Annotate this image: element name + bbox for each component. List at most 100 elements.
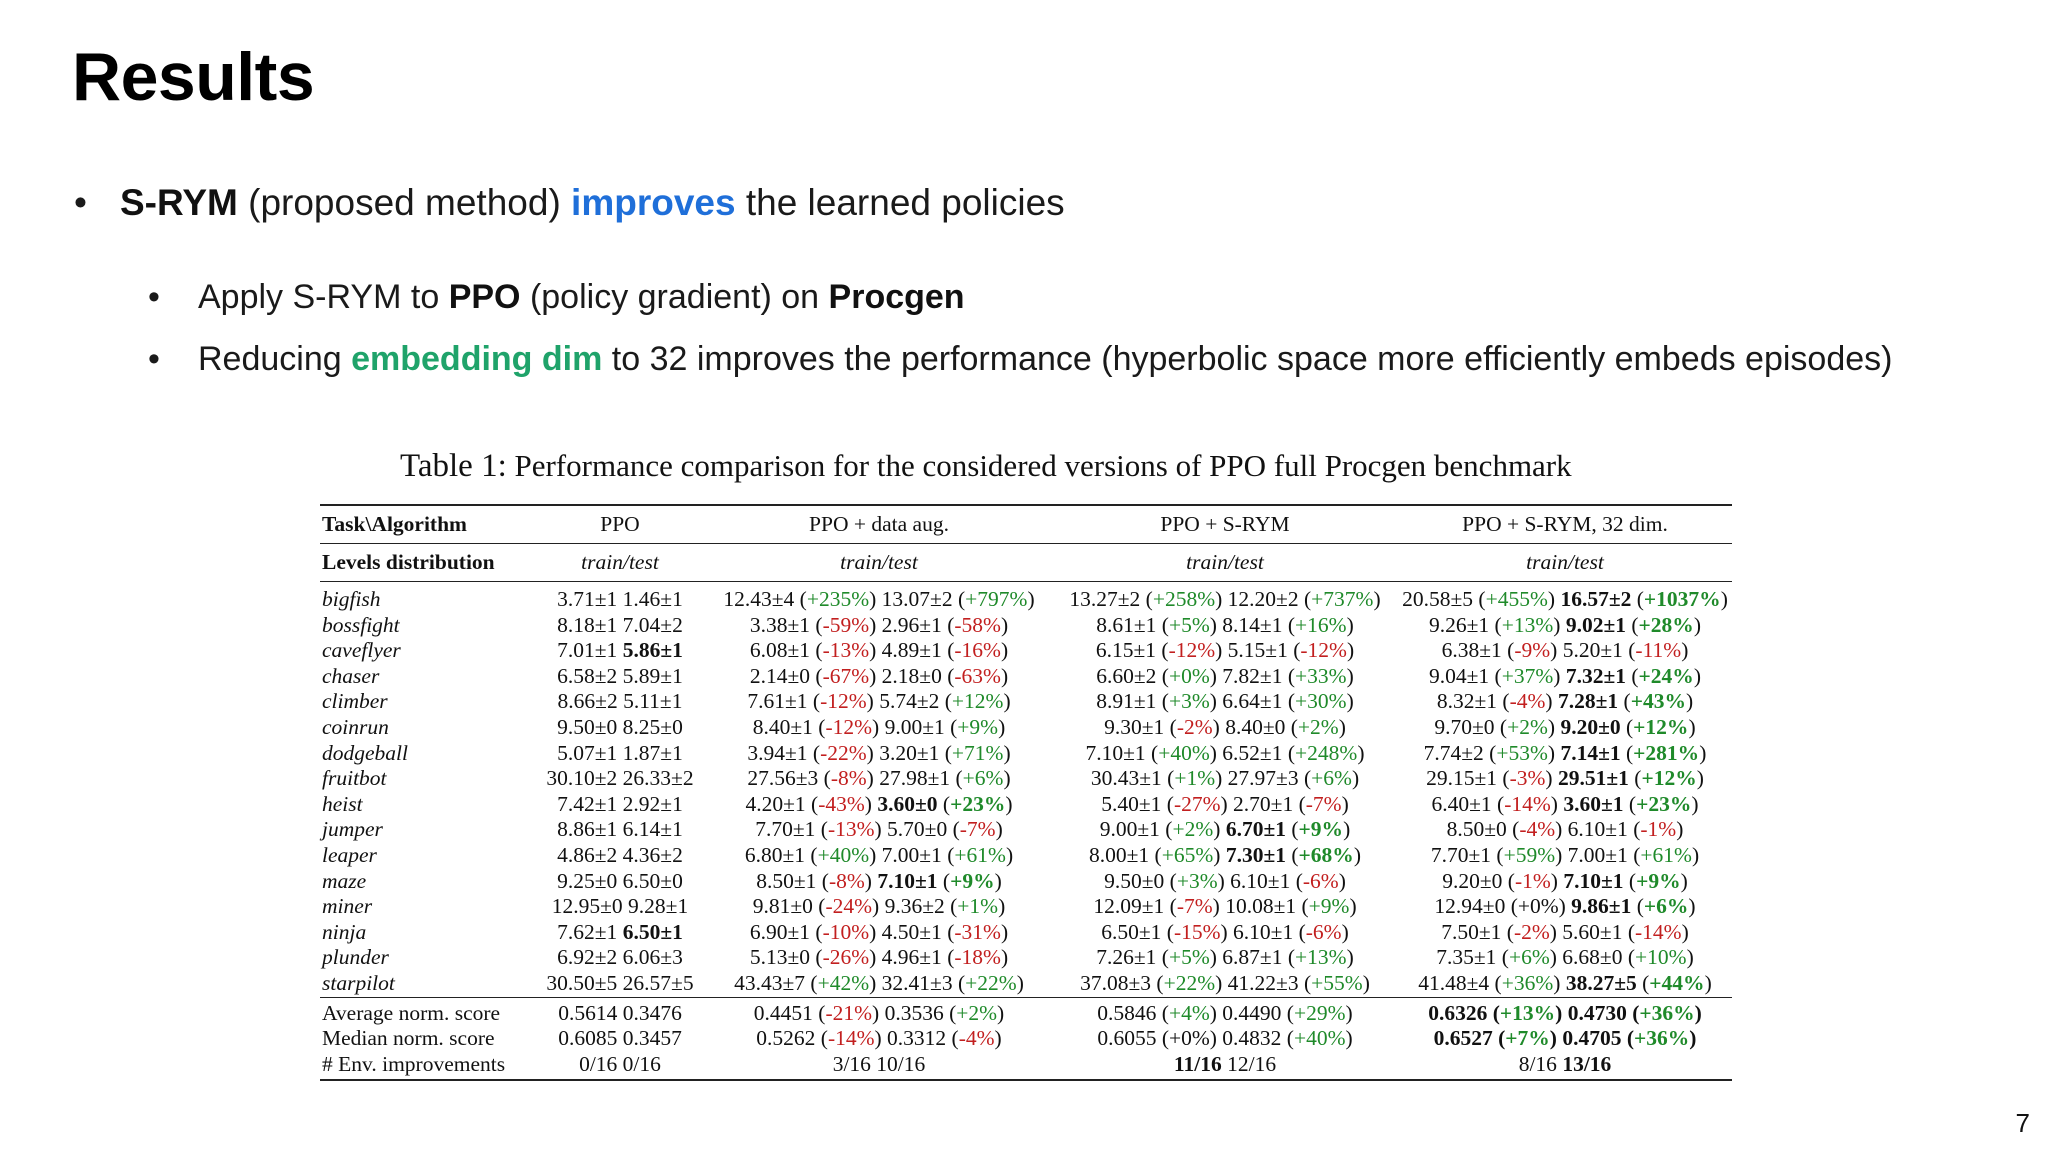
change-negative: -1% (1640, 817, 1677, 842)
table-row: coinrun 9.50±0 8.25±0 8.40±1 (-12%) 9.00±1… (320, 715, 1732, 741)
table-caption-text: Performance comparison for the considere… (514, 448, 1572, 483)
cell-ppo-srym: 8.00±1 (+65%) 7.30±1 (+68%) (1052, 843, 1398, 869)
bullet-main-text-2: the learned policies (735, 182, 1065, 223)
cell-text: ( (1286, 842, 1299, 867)
cell-text: ) 7.00±1 ( (869, 842, 955, 867)
cell-text: 7.10±1 (1563, 868, 1624, 893)
change-negative: -7% (1305, 791, 1342, 816)
cell-text: ) (1341, 919, 1349, 944)
cell-text: ) (1362, 970, 1370, 995)
table-caption-label: Table 1: (400, 448, 507, 484)
cell-text: 13.27±2 ( (1069, 587, 1153, 611)
cell-text: 0.6055 (+0%) 0.4832 ( (1097, 1026, 1294, 1051)
change-negative: -13% (822, 638, 870, 663)
cell-ppo-srym-32: 7.74±2 (+53%) 7.14±1 (+281%) (1398, 741, 1732, 767)
cell-text: 3.60±0 (877, 791, 938, 816)
change-negative: -43% (818, 791, 865, 816)
change-positive: +33% (1295, 663, 1347, 688)
cell-text: 6.50±1 ( (1101, 919, 1174, 944)
change-positive: +10% (1635, 945, 1687, 970)
bullet-sub-ppo-text-2: (policy gradient) on (520, 278, 829, 316)
cell-text: ) (1693, 612, 1701, 637)
cell-text: ) (1213, 817, 1226, 842)
task-name: ninja (322, 919, 367, 944)
bullet-sub-ppo: • Apply S-RYM to PPO (policy gradient) o… (148, 278, 965, 317)
cell-text: 9.25±0 6.50±0 (557, 868, 683, 893)
cell-ppo-data-aug: 0.5262 (-14%) 0.3312 (-4%) (706, 1026, 1052, 1052)
cell-ppo: 9.25±0 6.50±0 (534, 869, 706, 895)
results-table-container: Task\Algorithm PPO PPO + data aug. PPO +… (320, 504, 1732, 1082)
cell-text: 9.81±0 ( (752, 894, 826, 919)
cell-ppo-data-aug: 3/16 10/16 (706, 1051, 1052, 1082)
cell-text: ( (1621, 1026, 1634, 1051)
table-row: fruitbot 30.10±2 26.33±2 27.56±3 (-8%) 27.… (320, 766, 1732, 792)
table-row: maze 9.25±0 6.50±0 8.50±1 (-8%) 7.10±1 (+9… (320, 869, 1732, 895)
change-negative: -6% (1305, 919, 1342, 944)
change-positive: +1037% (1643, 587, 1721, 611)
cell-text: ) 5.70±0 ( (874, 817, 960, 842)
cell-text: ) (1000, 663, 1009, 688)
task-name: Average norm. score (320, 996, 534, 1027)
cell-text: ) (1545, 766, 1558, 791)
cell-ppo: 6.58±2 5.89±1 (534, 664, 706, 690)
cell-text: ) 4.96±1 ( (869, 945, 955, 970)
cell-text: ) 0.3312 ( (874, 1026, 959, 1051)
cell-ppo-srym-32: 29.15±1 (-3%) 29.51±1 (+12%) (1398, 766, 1732, 792)
cell-text: 6.92±2 6.06±3 (557, 945, 683, 970)
change-negative: -12% (1168, 638, 1216, 663)
cell-text: ) (1346, 689, 1354, 714)
change-negative: -10% (822, 919, 870, 944)
cell-ppo: 30.10±2 26.33±2 (534, 766, 706, 792)
header-task-algorithm: Task\Algorithm (320, 504, 534, 544)
task-name: coinrun (322, 714, 389, 739)
cell-text: ) (864, 868, 878, 893)
cell-ppo-srym-32: 0.6326 (+13%) 0.4730 (+36%) (1398, 996, 1732, 1027)
cell-text: ) 5.15±1 ( (1215, 638, 1301, 663)
cell-text: 0.6085 0.3457 (558, 1026, 682, 1051)
cell-ppo-srym: 13.27±2 (+258%) 12.20±2 (+737%) (1052, 582, 1398, 613)
cell-text: 0.5846 ( (1097, 1000, 1169, 1025)
cell-text: ) (994, 1026, 1002, 1051)
cell-text: 5.07±1 1.87±1 (557, 740, 683, 765)
change-positive: +12% (951, 689, 1004, 714)
summary-row: Median norm. score 0.6085 0.3457 0.5262 (-… (320, 1026, 1732, 1052)
change-positive: +797% (965, 587, 1028, 611)
cell-text: 0.6326 (1428, 1000, 1488, 1025)
cell-text: ) (1357, 740, 1365, 765)
cell-text: ) 5.20±1 ( (1550, 638, 1636, 663)
levels-value: train/test (534, 543, 706, 582)
change-positive: +5% (1168, 945, 1210, 970)
cell-text: ) (1213, 842, 1226, 867)
cell-text: 6.50±1 (622, 919, 683, 944)
cell-ppo: 8.86±1 6.14±1 (534, 817, 706, 843)
change-negative: -67% (822, 663, 870, 688)
cell-text: ) (1346, 612, 1354, 637)
cell-text: 7.32±1 (1565, 663, 1626, 688)
cell-text: ) (1353, 842, 1361, 867)
cell-ppo: 30.50±5 26.57±5 (534, 971, 706, 997)
task-name: dodgeball (322, 740, 408, 765)
cell-text: 30.50±5 26.57±5 (546, 970, 694, 995)
change-positive: +40% (1293, 1026, 1346, 1051)
cell-ppo: 0/16 0/16 (534, 1051, 706, 1082)
cell-text: 8.32±1 ( (1436, 689, 1510, 714)
task-name: climber (322, 689, 388, 714)
cell-text: 8.50±1 ( (756, 868, 829, 893)
cell-ppo-data-aug: 5.13±0 (-26%) 4.96±1 (-18%) (706, 945, 1052, 971)
slide-title: Results (72, 39, 315, 115)
change-positive: +6% (962, 766, 1004, 791)
change-positive: +36% (1501, 970, 1554, 995)
change-positive: +36% (1639, 1000, 1695, 1025)
cell-text: ) (1549, 1026, 1563, 1051)
cell-text: ) (1545, 689, 1558, 714)
change-negative: -2% (1513, 919, 1550, 944)
cell-ppo-srym: 0.5846 (+4%) 0.4490 (+29%) (1052, 996, 1398, 1027)
cell-ppo-srym: 9.00±1 (+2%) 6.70±1 (+9%) (1052, 817, 1398, 843)
cell-text: ) (1345, 1026, 1353, 1051)
cell-text: ) (1553, 612, 1566, 637)
task-name: starpilot (322, 970, 395, 995)
change-positive: +71% (951, 740, 1004, 765)
header-ppo-srym-32: PPO + S-RYM, 32 dim. (1398, 504, 1732, 544)
cell-text: ) (1000, 638, 1009, 663)
cell-text: 41.48±4 ( (1418, 970, 1502, 995)
